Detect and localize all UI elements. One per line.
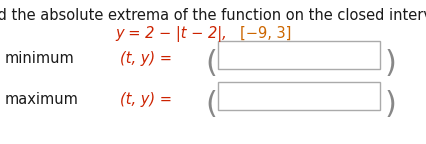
Text: [−9, 3]: [−9, 3] (239, 26, 291, 41)
Text: (: ( (204, 49, 216, 78)
Text: (t, y) =: (t, y) = (120, 92, 172, 107)
Text: (: ( (204, 90, 216, 119)
Text: minimum: minimum (5, 51, 75, 66)
Text: Find the absolute extrema of the function on the closed interval.: Find the absolute extrema of the functio… (0, 8, 426, 23)
Text: ): ) (384, 90, 396, 119)
Text: (t, y) =: (t, y) = (120, 51, 172, 66)
Text: y = 2 − |t − 2|,: y = 2 − |t − 2|, (115, 26, 226, 42)
Text: ): ) (384, 49, 396, 78)
Bar (218, 41, 379, 69)
Text: maximum: maximum (5, 92, 79, 107)
Bar (218, 82, 379, 110)
